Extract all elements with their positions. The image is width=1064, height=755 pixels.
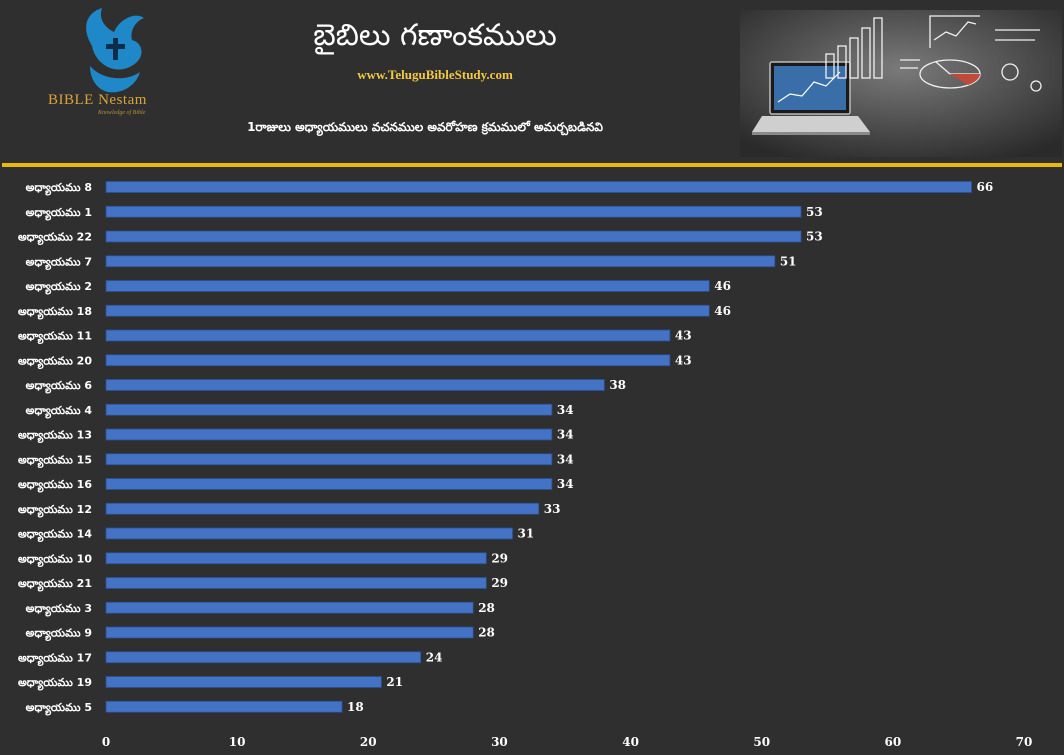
bar bbox=[105, 255, 776, 268]
value-label: 21 bbox=[386, 675, 403, 689]
value-label: 28 bbox=[478, 601, 495, 615]
value-label: 31 bbox=[518, 527, 535, 541]
value-label: 53 bbox=[806, 230, 823, 244]
category-label: అధ్యాయము 6 bbox=[26, 379, 93, 394]
bar bbox=[105, 304, 710, 317]
bar bbox=[105, 651, 422, 664]
category-label: అధ్యాయము 14 bbox=[18, 528, 92, 543]
category-label: అధ్యాయము 10 bbox=[18, 552, 92, 567]
bar bbox=[105, 379, 605, 391]
category-label: అధ్యాయము 17 bbox=[18, 651, 92, 666]
bar bbox=[105, 205, 802, 218]
bar bbox=[105, 577, 487, 589]
bar bbox=[105, 428, 553, 441]
x-tick-label: 60 bbox=[885, 735, 902, 749]
bar bbox=[105, 453, 553, 466]
x-tick-label: 70 bbox=[1016, 735, 1033, 749]
header-divider bbox=[2, 163, 1062, 167]
category-label: అధ్యాయము 11 bbox=[18, 330, 92, 345]
category-label: అధ్యాయము 2 bbox=[26, 280, 92, 295]
value-label: 34 bbox=[557, 452, 574, 466]
logo-text: BIBLE Nestam bbox=[48, 92, 147, 108]
bar bbox=[105, 230, 802, 243]
value-label: 34 bbox=[557, 428, 574, 442]
value-label: 38 bbox=[609, 378, 626, 392]
logo-tagline: Knowledge of Bible bbox=[98, 110, 146, 116]
value-label: 46 bbox=[714, 304, 731, 318]
bar bbox=[105, 280, 710, 292]
value-label: 43 bbox=[675, 329, 692, 343]
x-tick-label: 40 bbox=[622, 735, 639, 749]
value-label: 29 bbox=[491, 576, 508, 590]
bar-chart: అధ్యాయము 8 అధ్యాయము 1 అధ్యాయము 22 అధ్యాయము … bbox=[18, 180, 1033, 749]
value-label: 53 bbox=[806, 205, 823, 219]
value-label: 24 bbox=[426, 650, 443, 664]
category-label: అధ్యాయము 4 bbox=[26, 404, 93, 419]
value-label: 29 bbox=[491, 551, 508, 565]
category-label: అధ్యాయము 8 bbox=[26, 181, 92, 196]
value-label: 46 bbox=[714, 279, 731, 293]
bar bbox=[105, 502, 540, 515]
website-link[interactable]: www.TeluguBibleStudy.com bbox=[357, 67, 513, 82]
bar bbox=[105, 527, 513, 540]
x-axis-ticks: 0 10 20 30 40 50 60 70 bbox=[102, 735, 1033, 749]
category-label: అధ్యాయము 22 bbox=[18, 231, 92, 246]
page-title: బైబిలు గణాంకములు bbox=[313, 18, 557, 53]
category-label: అధ్యాయము 18 bbox=[18, 305, 92, 320]
value-label: 66 bbox=[977, 180, 994, 194]
category-label: అధ్యాయము 16 bbox=[18, 478, 92, 493]
category-label: అధ్యాయము 7 bbox=[26, 255, 92, 270]
value-label: 34 bbox=[557, 403, 574, 417]
value-label: 34 bbox=[557, 477, 574, 491]
x-tick-label: 20 bbox=[360, 735, 377, 749]
category-label: అధ్యాయము 1 bbox=[26, 206, 92, 221]
category-label: అధ్యాయము 3 bbox=[26, 602, 92, 617]
bar bbox=[105, 181, 972, 193]
bar bbox=[105, 626, 474, 639]
category-label: అధ్యాయము 20 bbox=[18, 354, 92, 369]
bars-group bbox=[105, 181, 972, 713]
bar bbox=[105, 700, 343, 713]
category-label: అధ్యాయము 5 bbox=[26, 701, 92, 716]
bar bbox=[105, 403, 553, 416]
bar bbox=[105, 354, 671, 367]
bar bbox=[105, 676, 382, 688]
x-tick-label: 30 bbox=[491, 735, 508, 749]
category-label: అధ్యాయము 12 bbox=[18, 503, 92, 518]
category-label: అధ్యాయము 19 bbox=[18, 676, 92, 691]
value-label: 33 bbox=[544, 502, 561, 516]
bar bbox=[105, 329, 671, 342]
x-tick-label: 10 bbox=[229, 735, 246, 749]
value-labels: 66 53 53 51 46 46 43 43 38 34 34 34 34 33 31 29 29 28 28 24… bbox=[347, 180, 993, 714]
category-label: అధ్యాయము 13 bbox=[18, 429, 92, 444]
value-label: 28 bbox=[478, 626, 495, 640]
value-label: 51 bbox=[780, 254, 797, 268]
value-label: 18 bbox=[347, 700, 364, 714]
value-label: 43 bbox=[675, 353, 692, 367]
laptop-analytics-image bbox=[740, 10, 1062, 157]
header: BIBLE Nestam Knowledge of Bible బైబిలు గ… bbox=[0, 0, 1064, 160]
category-label: అధ్యాయము 9 bbox=[26, 627, 92, 642]
category-labels: అధ్యాయము 8 అధ్యాయము 1 అధ్యాయము 22 అధ్యాయము … bbox=[18, 181, 92, 716]
chart-subtitle: 1రాజులు అధ్యాయములు వచనముల అవరోహణ క్రమముల… bbox=[247, 120, 603, 134]
dove-logo-icon bbox=[86, 8, 144, 93]
bar bbox=[105, 601, 474, 614]
bar bbox=[105, 478, 553, 490]
x-tick-label: 50 bbox=[753, 735, 770, 749]
x-tick-label: 0 bbox=[102, 735, 110, 749]
bar bbox=[105, 552, 487, 565]
category-label: అధ్యాయము 21 bbox=[18, 577, 92, 592]
category-label: అధ్యాయము 15 bbox=[18, 453, 92, 468]
